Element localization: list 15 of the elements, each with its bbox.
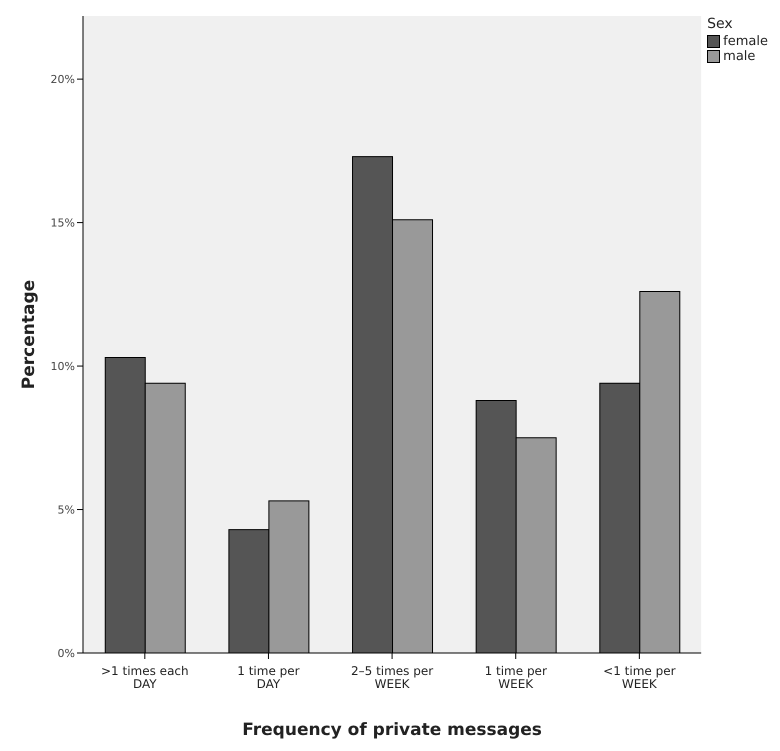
x-tick-label: >1 times each DAY	[101, 664, 189, 691]
y-tick-label: 5%	[58, 503, 75, 516]
x-tick-label: <1 time per WEEK	[603, 664, 676, 691]
legend-label: male	[723, 49, 756, 64]
y-tick-label: 0%	[58, 646, 75, 660]
legend-title: Sex	[707, 16, 734, 32]
x-axis-title: Frequency of private messages	[242, 720, 542, 740]
x-tick-label: 1 time per DAY	[237, 664, 300, 691]
x-tick-label: 2–5 times per WEEK	[350, 664, 434, 691]
y-axis-title: Percentage	[19, 280, 40, 390]
y-tick-label: 10%	[50, 360, 75, 373]
y-tick-label: 15%	[50, 216, 75, 230]
y-tick-label: 20%	[50, 73, 75, 86]
x-tick-label: 1 time per WEEK	[484, 664, 547, 691]
legend-label: female	[723, 34, 768, 49]
